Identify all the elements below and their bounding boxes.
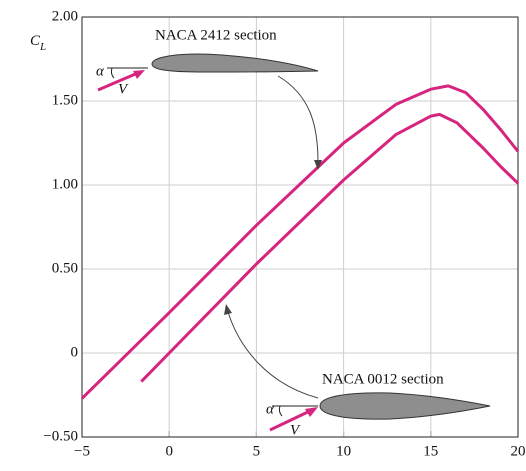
lift-curve [140,112,520,383]
x-tick-label: 5 [253,443,261,459]
velocity-arrow [269,408,313,432]
arrow-head [224,304,232,315]
y-tick-label: 1.50 [52,92,78,108]
curves [80,84,520,400]
lift-curve [80,84,520,400]
arrow-head [133,70,145,79]
x-tick-label: 10 [336,443,351,459]
alpha-symbol: α [266,401,275,417]
y-tick-label: 1.00 [52,176,78,192]
y-tick-label: 2.00 [52,8,78,24]
x-tick-label: −5 [74,443,90,459]
angle-arc [110,67,115,79]
airfoil-label: NACA 2412 section [155,27,277,43]
y-label-main: C [30,33,41,49]
pointer-arrow [227,311,319,399]
plot-frame [81,16,519,438]
y-axis-label: CL [30,33,46,52]
arrow-head [314,160,322,170]
x-tick-label: 20 [511,443,526,459]
y-tick-label: 0.50 [52,260,78,276]
arrow-head [305,407,318,417]
v-symbol: V [290,422,301,438]
airfoil-label: NACA 0012 section [322,371,444,387]
velocity-arrow [97,70,141,92]
airfoil-2412 [151,53,319,73]
pointer-arrow [277,75,319,163]
x-tick-label: 0 [165,443,173,459]
angle-arc [278,405,283,417]
x-tick-label: 15 [423,443,438,459]
y-tick-label: 0 [71,344,79,360]
v-symbol: V [118,81,129,97]
alpha-symbol: α [96,63,105,79]
airfoil-0012 [319,392,491,420]
y-tick-label: −0.50 [43,428,78,444]
grid [81,16,519,438]
y-label-sub: L [39,41,46,53]
